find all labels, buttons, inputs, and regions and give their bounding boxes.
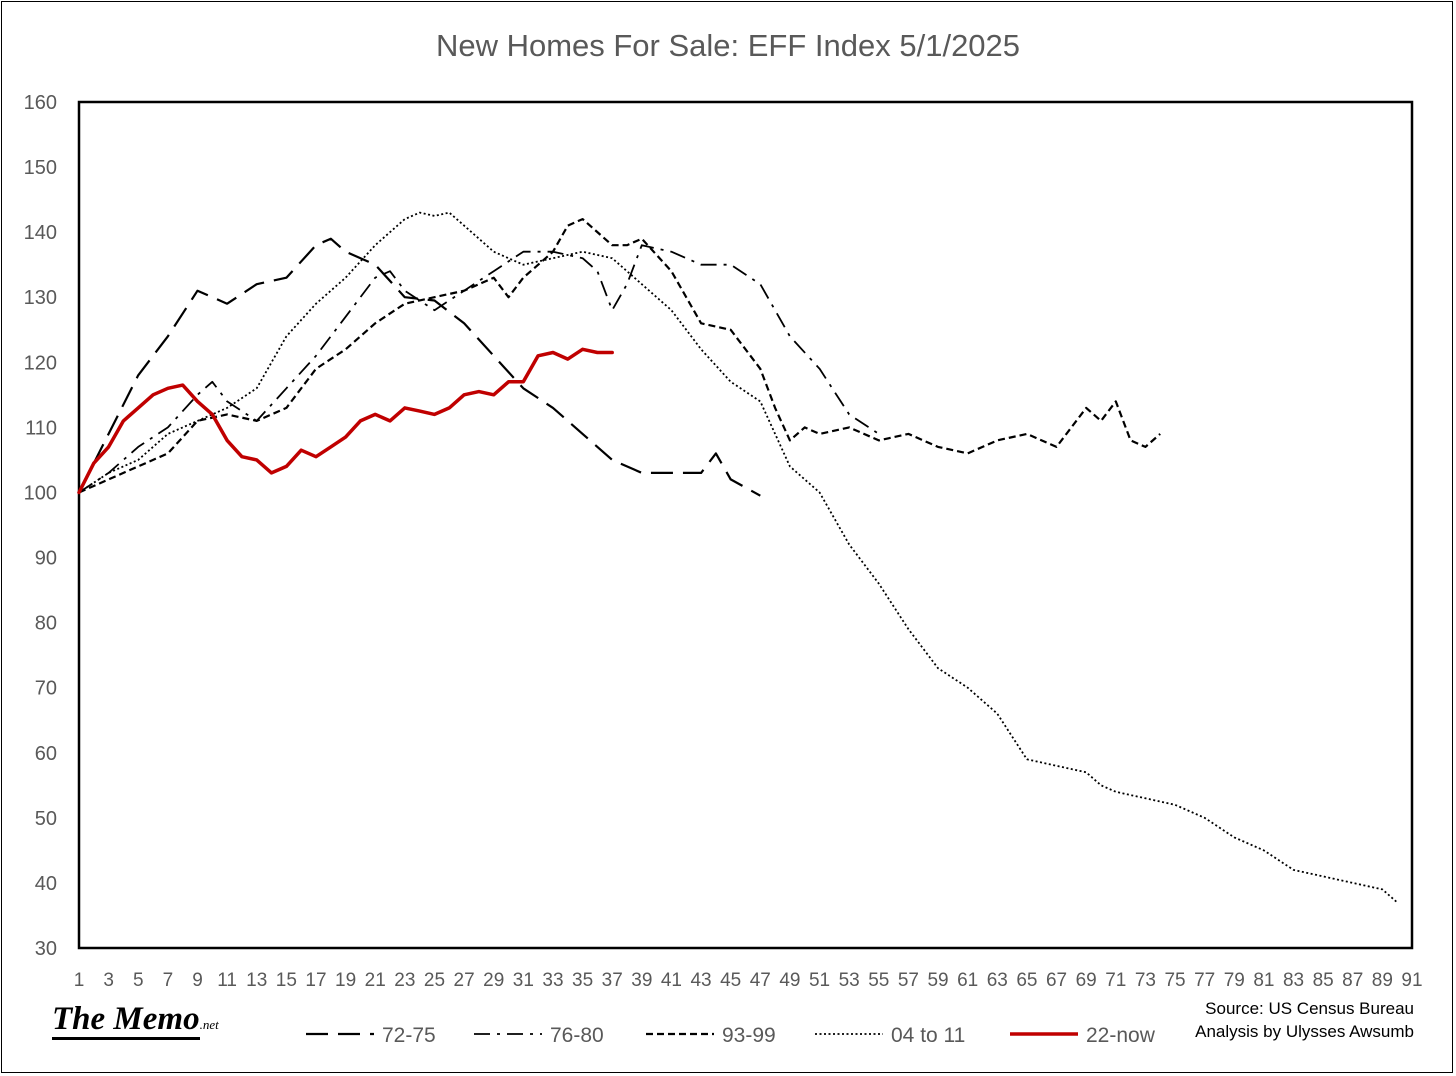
y-tick-label: 100 (24, 482, 57, 504)
y-tick-label: 60 (35, 743, 57, 765)
series-line-72-75 (78, 237, 761, 497)
x-tick-label: 89 (1372, 970, 1393, 991)
x-tick-label: 3 (103, 970, 114, 991)
source-note: Source: US Census Bureau Analysis by Uly… (1195, 997, 1414, 1043)
x-tick-label: 37 (602, 970, 623, 991)
x-tick-label: 41 (661, 970, 682, 991)
x-tick-label: 5 (133, 970, 144, 991)
logo: The Memo.net (52, 1001, 219, 1040)
x-tick-label: 29 (483, 970, 504, 991)
series-lines (77, 211, 1398, 904)
x-tick-label: 31 (513, 970, 534, 991)
y-tick-label: 30 (35, 938, 57, 960)
x-tick-label: 19 (335, 970, 356, 991)
x-tick-label: 9 (192, 970, 203, 991)
x-tick-label: 79 (1224, 970, 1245, 991)
x-tick-label: 57 (898, 970, 919, 991)
y-tick-label: 130 (24, 287, 57, 309)
x-tick-label: 17 (305, 970, 326, 991)
x-tick-label: 47 (750, 970, 771, 991)
y-tick-label: 50 (35, 808, 57, 830)
y-tick-label: 150 (24, 157, 57, 179)
analysis-text: Analysis by Ulysses Awsumb (1195, 1022, 1414, 1041)
legend: 72-75 76-80 93-99 04 to 11 22-now (306, 1024, 1156, 1047)
x-tick-label: 39 (631, 970, 652, 991)
x-tick-label: 13 (246, 970, 267, 991)
x-tick-label: 67 (1046, 970, 1067, 991)
y-tick-label: 80 (35, 613, 57, 635)
x-tick-label: 59 (927, 970, 948, 991)
x-tick-label: 55 (868, 970, 889, 991)
x-tick-label: 91 (1401, 970, 1422, 991)
x-tick-label: 15 (276, 970, 297, 991)
x-axis-ticks: 1 3 5 7 9 11 13 15 17 19 21 23 25 27 29 31 33 35 37 39 41 43 4… (74, 970, 1423, 991)
y-tick-label: 40 (35, 873, 57, 895)
x-tick-label: 11 (217, 970, 237, 991)
legend-label: 76-80 (550, 1024, 604, 1047)
y-tick-label: 110 (25, 417, 57, 439)
x-tick-label: 51 (809, 970, 830, 991)
x-tick-label: 75 (1164, 970, 1185, 991)
x-tick-label: 49 (779, 970, 800, 991)
x-tick-label: 25 (424, 970, 445, 991)
y-tick-label: 140 (24, 222, 57, 244)
x-tick-label: 7 (163, 970, 174, 991)
series-line-22-now (77, 347, 614, 495)
x-tick-label: 73 (1135, 970, 1156, 991)
x-tick-label: 85 (1313, 970, 1334, 991)
x-tick-label: 45 (720, 970, 741, 991)
x-tick-label: 33 (542, 970, 563, 991)
y-tick-label: 160 (24, 92, 57, 114)
x-tick-label: 21 (365, 970, 386, 991)
plot-area-border (77, 100, 1414, 950)
legend-label: 72-75 (382, 1024, 436, 1047)
legend-label: 93-99 (722, 1024, 776, 1047)
x-tick-label: 27 (454, 970, 475, 991)
legend-label: 22-now (1086, 1024, 1156, 1047)
series-line-76-80 (78, 244, 880, 494)
x-tick-label: 61 (957, 970, 978, 991)
y-tick-label: 90 (35, 548, 57, 570)
x-tick-label: 65 (1016, 970, 1037, 991)
x-tick-label: 23 (394, 970, 415, 991)
x-tick-label: 1 (74, 970, 85, 991)
x-tick-label: 69 (1076, 970, 1097, 991)
legend-label: 04 to 11 (891, 1024, 965, 1047)
x-tick-label: 83 (1283, 970, 1304, 991)
x-tick-label: 63 (987, 970, 1008, 991)
x-tick-label: 53 (839, 970, 860, 991)
x-tick-label: 43 (690, 970, 711, 991)
source-text: Source: US Census Bureau (1205, 999, 1414, 1018)
x-tick-label: 71 (1105, 970, 1126, 991)
y-tick-label: 70 (35, 678, 57, 700)
logo-main: The Memo (52, 1001, 200, 1040)
chart-title: New Homes For Sale: EFF Index 5/1/2025 (435, 28, 1021, 63)
x-tick-label: 35 (572, 970, 593, 991)
series-line-93-99 (78, 218, 1161, 494)
y-tick-label: 120 (24, 352, 57, 374)
y-axis-ticks: 30 40 50 60 70 80 90 100 110 120 130 140 150 160 (24, 92, 57, 960)
logo-suffix: .net (199, 1017, 219, 1032)
x-tick-label: 81 (1253, 970, 1274, 991)
series-line-04-to-11 (78, 211, 1398, 904)
x-tick-label: 77 (1194, 970, 1215, 991)
x-tick-label: 87 (1342, 970, 1363, 991)
